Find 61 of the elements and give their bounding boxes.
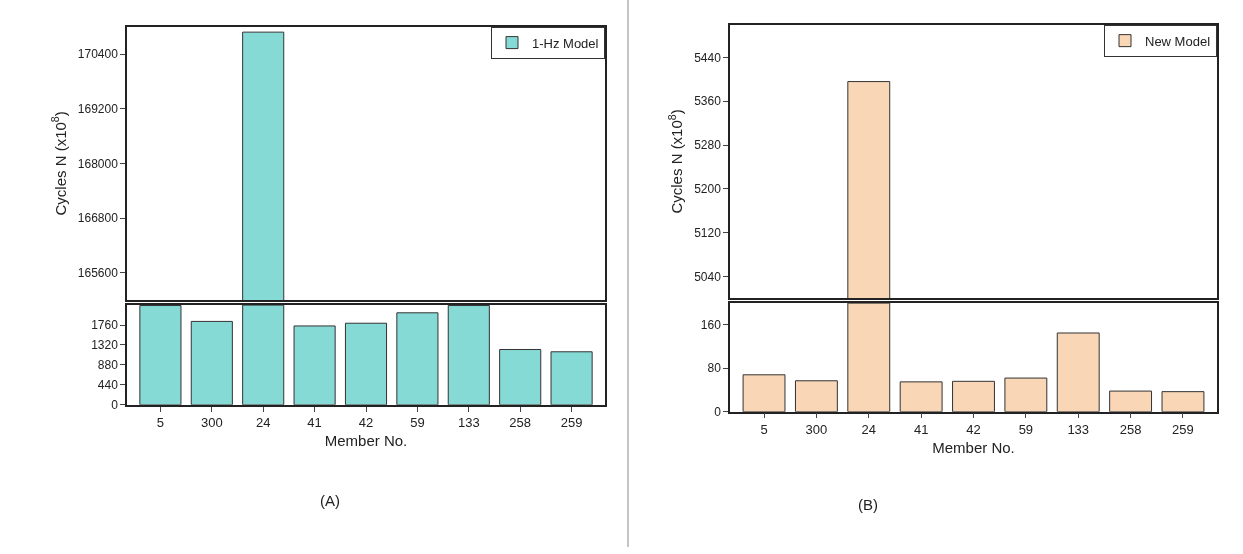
y-tick-label: 1320 (91, 338, 119, 353)
bar (550, 351, 593, 405)
x-tick-label: 42 (358, 415, 374, 431)
y-tick-label: 165600 (77, 266, 119, 281)
y-tick-label: 166800 (77, 211, 119, 226)
x-tick-label: 258 (509, 415, 532, 431)
bar (742, 374, 786, 412)
x-tick-label: 258 (1119, 422, 1142, 438)
bar (242, 305, 285, 405)
y-tick-label: 5040 (694, 269, 722, 284)
x-tick-label: 59 (1018, 422, 1034, 438)
bar (794, 380, 838, 412)
bar (1109, 390, 1153, 412)
text: (A) (320, 492, 340, 509)
text: (B) (858, 496, 878, 513)
bar (447, 305, 490, 405)
x-tick-label: 24 (255, 415, 271, 431)
x-tick-label: 5 (760, 422, 768, 438)
y-tick-label: 5360 (694, 94, 722, 109)
y-tick-label: 440 (97, 378, 119, 393)
x-tick-label: 59 (410, 415, 425, 431)
y-tick-label: 5440 (694, 50, 722, 65)
x-axis-title: Member No. (324, 431, 408, 449)
x-tick-label: 41 (913, 422, 929, 438)
x-tick-label: 133 (457, 415, 480, 431)
bar (139, 305, 182, 405)
x-tick-label: 133 (1067, 422, 1090, 438)
y-tick-label: 0 (111, 398, 119, 413)
bar (1161, 391, 1205, 412)
x-tick-label: 259 (1172, 422, 1194, 438)
y-tick-label: 1760 (91, 318, 119, 333)
bar (1004, 377, 1048, 412)
x-tick-label: 300 (805, 422, 828, 438)
bar (190, 320, 233, 405)
bar (899, 381, 943, 412)
bar (952, 380, 995, 412)
legend-label: New Model (1145, 33, 1211, 49)
bar (499, 349, 542, 405)
bar (847, 303, 891, 412)
x-tick-label: 259 (560, 415, 583, 431)
y-tick-label: 170400 (77, 47, 119, 62)
y-tick-label: 0 (714, 404, 722, 419)
y-tick-label: 5200 (694, 181, 722, 196)
x-tick-label: 5 (156, 415, 165, 431)
x-tick-label: 300 (200, 415, 223, 431)
y-tick-label: 5280 (694, 138, 722, 153)
bar (1056, 332, 1100, 412)
x-axis-title: Member No. (932, 438, 1015, 456)
y-tick-label: 168000 (77, 156, 119, 171)
x-tick-label: 24 (861, 422, 876, 438)
x-tick-label: 41 (307, 415, 322, 431)
y-tick-label: 80 (707, 361, 722, 376)
y-tick-label: 160 (700, 318, 722, 333)
y-tick-label: 169200 (77, 101, 119, 116)
bar (344, 322, 388, 405)
legend-label: 1-Hz Model (532, 35, 599, 51)
x-tick-label: 42 (966, 422, 981, 438)
bar (293, 325, 336, 405)
bar (396, 312, 439, 405)
y-tick-label: 880 (97, 358, 119, 373)
y-tick-label: 5120 (694, 225, 722, 240)
